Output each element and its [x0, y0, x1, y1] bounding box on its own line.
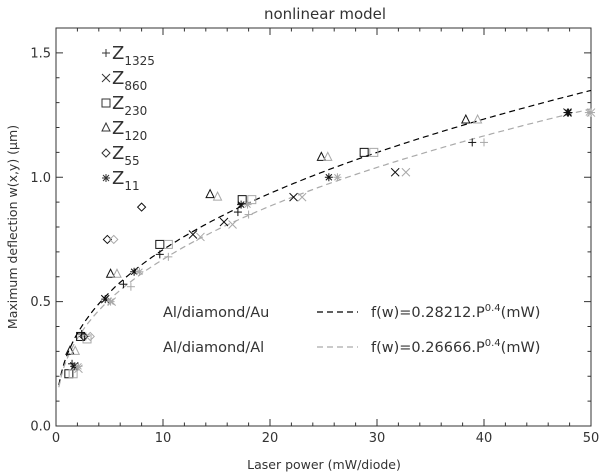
data-point-square — [359, 147, 369, 157]
data-point-plus — [119, 280, 128, 289]
data-point-triangle — [205, 188, 215, 199]
fit-curve — [58, 89, 592, 386]
data-point-square — [76, 331, 86, 341]
data-point-plus — [155, 250, 164, 259]
data-point-plus — [164, 252, 173, 261]
data-point-asterisk — [74, 362, 83, 371]
data-point-plus — [244, 210, 253, 219]
data-point-plus — [468, 138, 477, 147]
data-point-diamond — [85, 331, 95, 342]
fit-legend: Al/diamond/Au f(w)=0.28212.P0.4(mW) Al/dia… — [163, 303, 540, 356]
data-point-triangle — [316, 151, 327, 161]
data-point-square — [68, 369, 78, 379]
data-point-cross — [297, 192, 307, 202]
data-point-triangle — [322, 151, 333, 161]
data-point-square — [82, 334, 92, 344]
data-point-asterisk — [333, 173, 342, 182]
y-tick-label: 0.5 — [30, 295, 51, 310]
data-point-cross — [390, 167, 400, 177]
legend-marker-triangle — [101, 121, 111, 132]
legend-marker-cross — [101, 73, 111, 83]
x-tick-label: 50 — [583, 431, 600, 446]
y-axis-label: Maximum deflection w(x,y) (μm) — [5, 125, 20, 329]
data-point-plus — [126, 282, 135, 291]
legend-marker-plus — [102, 49, 110, 57]
legend-label: Z120 — [112, 118, 147, 143]
legend-label: Z230 — [112, 93, 147, 118]
data-point-cross — [289, 192, 298, 202]
x-tick-label: 0 — [52, 431, 60, 446]
data-points — [64, 108, 596, 379]
data-point-cross — [219, 217, 229, 227]
data-point-cross — [228, 220, 237, 229]
legend-label: Z55 — [112, 143, 140, 168]
data-point-plus — [480, 138, 488, 147]
legend-label: Z11 — [112, 168, 140, 193]
data-point-cross — [188, 230, 198, 239]
data-point-triangle — [472, 113, 483, 124]
fit-curve — [58, 108, 592, 388]
data-point-plus — [233, 208, 242, 217]
fit-formula: f(w)=0.28212.P0.4(mW) — [371, 303, 540, 321]
data-point-cross — [401, 167, 411, 177]
y-tick-label: 1.0 — [30, 171, 51, 186]
data-point-diamond — [136, 202, 147, 212]
fit-formula: f(w)=0.26666.P0.4(mW) — [371, 338, 540, 356]
data-point-asterisk — [584, 108, 593, 117]
fit-curves — [58, 89, 592, 388]
data-point-asterisk — [564, 108, 573, 117]
x-axis-label: Laser power (mW/diode) — [247, 457, 401, 472]
data-point-square — [155, 239, 165, 249]
data-point-triangle — [105, 268, 116, 278]
x-tick-label: 10 — [155, 431, 172, 446]
fit-label: Al/diamond/Au — [163, 305, 269, 321]
axis-ticks: 0 10 20 30 40 50 0.0 0.5 1.0 1.5 — [30, 28, 599, 446]
data-point-asterisk — [243, 200, 252, 209]
data-point-square — [247, 195, 257, 205]
legend-label: Z1325 — [112, 43, 155, 68]
data-point-triangle — [461, 113, 471, 124]
data-point-triangle — [212, 191, 223, 201]
x-tick-label: 20 — [262, 431, 279, 446]
data-point-asterisk — [135, 267, 144, 276]
chart-title: nonlinear model — [264, 5, 386, 23]
legend-label: Z860 — [112, 68, 147, 93]
legend-marker-asterisk — [102, 174, 110, 182]
y-tick-label: 0.0 — [30, 420, 51, 435]
x-tick-label: 30 — [369, 431, 386, 446]
fit-label: Al/diamond/Al — [163, 340, 264, 356]
data-point-diamond — [79, 331, 89, 342]
data-point-square — [369, 147, 379, 157]
data-point-diamond — [109, 234, 119, 245]
data-point-triangle — [112, 268, 122, 278]
data-point-diamond — [102, 234, 113, 245]
data-point-triangle — [70, 345, 81, 355]
data-point-cross — [196, 232, 205, 242]
x-tick-label: 40 — [476, 431, 493, 446]
y-tick-label: 1.5 — [30, 46, 51, 61]
data-point-asterisk — [106, 297, 115, 306]
legend-marker-square — [101, 98, 111, 108]
data-point-asterisk — [324, 173, 333, 182]
data-point-square — [163, 239, 173, 249]
legend-marker-diamond — [101, 148, 111, 158]
data-point-triangle — [65, 345, 75, 355]
